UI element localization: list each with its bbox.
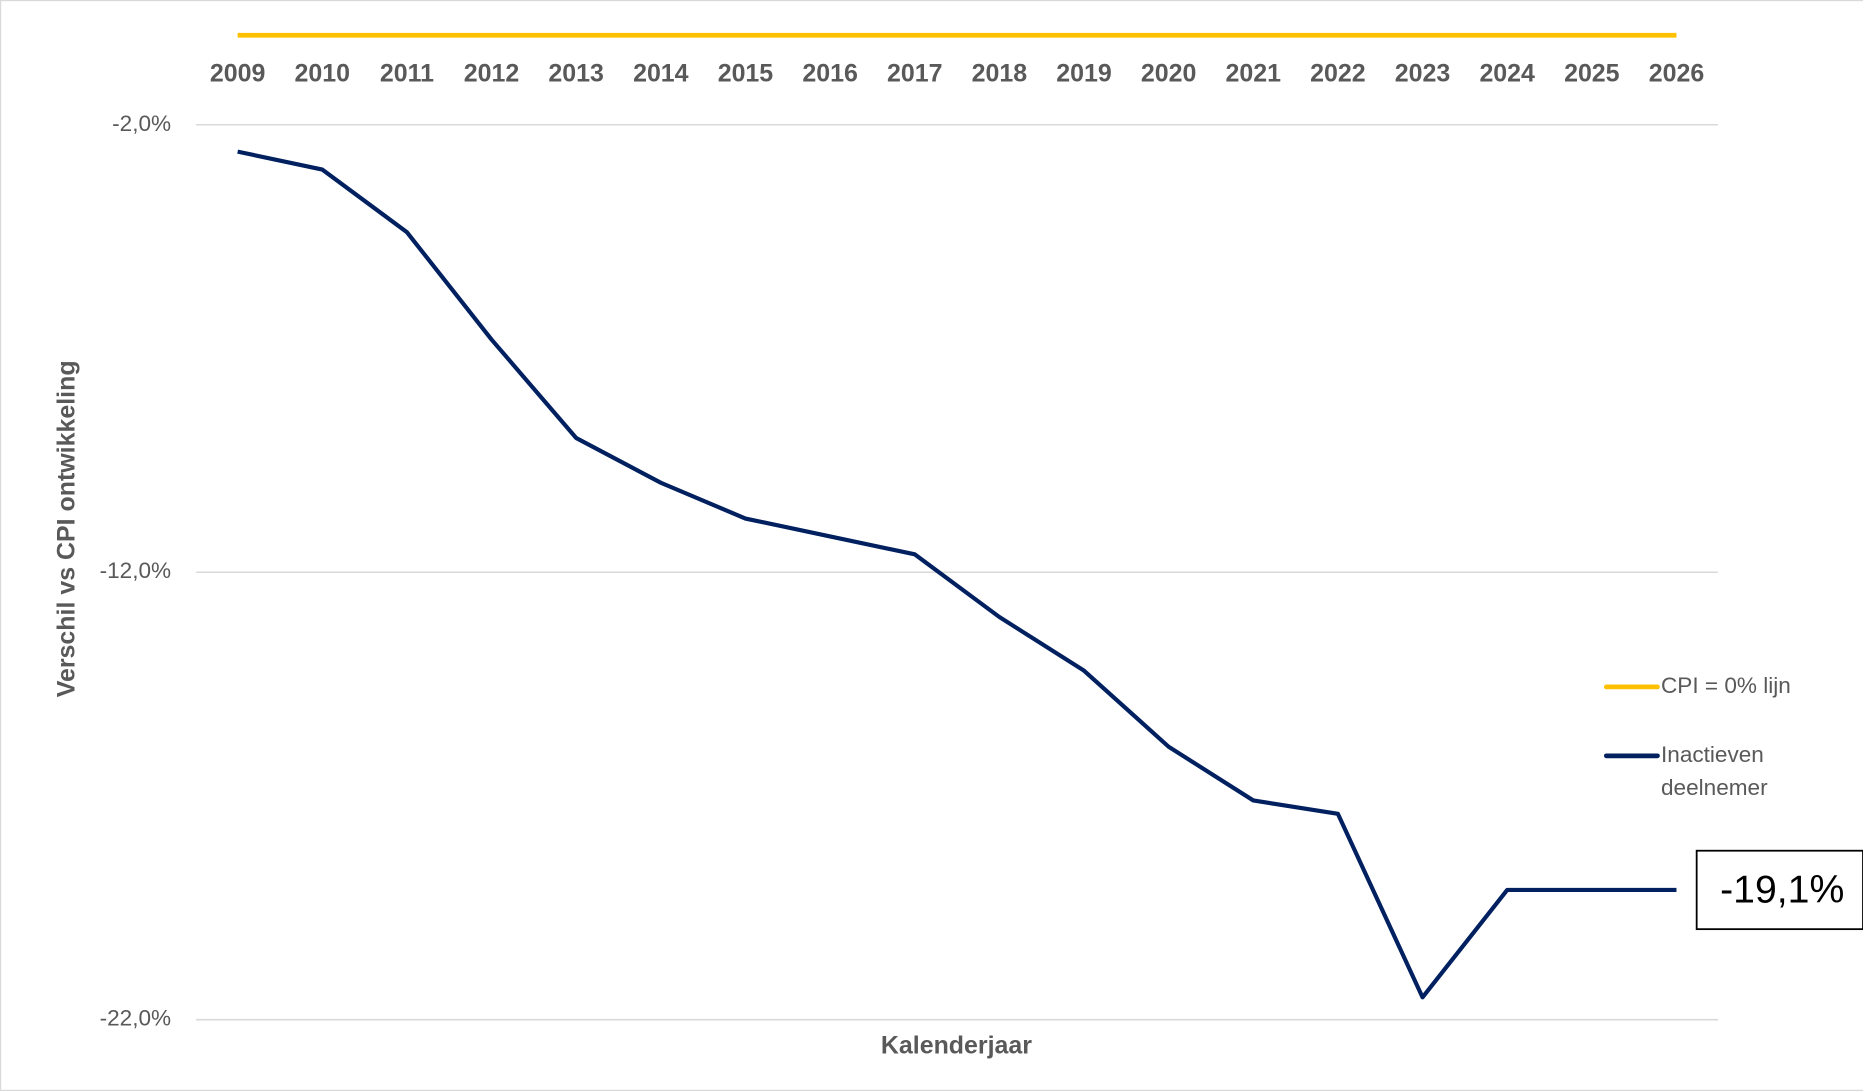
x-tick-label: 2010: [295, 59, 350, 87]
x-tick-label: 2024: [1479, 59, 1535, 87]
x-tick-label: 2018: [972, 59, 1028, 87]
x-tick-label: 2025: [1564, 59, 1620, 87]
y-tick-label: -2,0%: [112, 111, 171, 136]
x-tick-label: 2015: [718, 59, 774, 87]
legend-label: Inactieven deelnemer: [1661, 742, 1768, 800]
x-tick-label: 2013: [548, 59, 603, 87]
x-tick-label: 2020: [1141, 59, 1196, 87]
data-label-box: -19,1%: [1695, 849, 1863, 931]
x-tick-label: 2023: [1395, 59, 1450, 87]
x-tick-label: 2017: [887, 59, 942, 87]
x-axis-title: Kalenderjaar: [881, 1032, 1032, 1060]
legend-label: CPI = 0% lijn: [1661, 673, 1791, 698]
y-tick-label: -12,0%: [100, 558, 171, 583]
x-tick-label: 2012: [464, 59, 519, 87]
x-tick-label: 2009: [210, 59, 265, 87]
x-tick-label: 2011: [380, 59, 434, 87]
y-axis-title: Verschil vs CPI ontwikkeling: [52, 360, 80, 697]
line-series: [237, 149, 1677, 1000]
label-box: [1695, 849, 1863, 931]
x-tick-label: 2019: [1056, 59, 1111, 87]
x-tick-label: 2021: [1226, 59, 1282, 87]
x-tick-label: 2016: [802, 59, 857, 87]
data-label: -19,1%: [1720, 869, 1844, 912]
x-tick-label: 2022: [1310, 59, 1365, 87]
x-tick-label: 2026: [1649, 59, 1704, 87]
y-tick-label: -22,0%: [100, 1006, 171, 1031]
x-tick-label: 2014: [633, 59, 689, 87]
